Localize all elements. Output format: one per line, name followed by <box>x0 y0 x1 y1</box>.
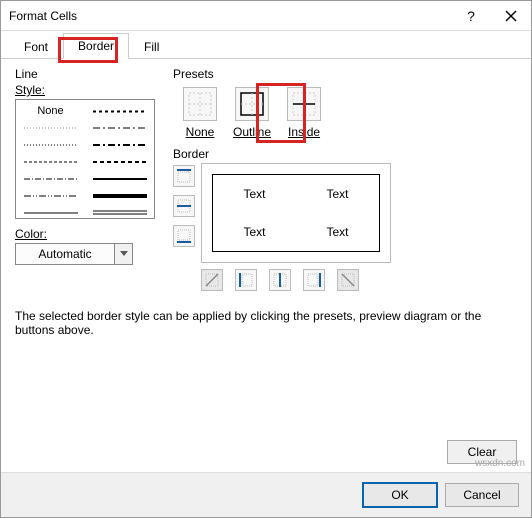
style-opt[interactable] <box>18 136 83 153</box>
style-opt[interactable] <box>87 170 152 187</box>
border-preview[interactable]: Text Text Text Text <box>201 163 391 263</box>
cancel-button[interactable]: Cancel <box>445 483 519 507</box>
color-label: Color: <box>15 227 155 241</box>
border-vmiddle-button[interactable] <box>269 269 291 291</box>
preset-inside-icon <box>292 92 316 116</box>
line-group-label: Line <box>15 67 155 81</box>
style-opt[interactable] <box>87 119 152 136</box>
format-cells-dialog: Format Cells ? Font Border Fill Line Sty… <box>0 0 532 518</box>
preset-none-button[interactable] <box>183 87 217 121</box>
side-border-buttons <box>173 163 195 263</box>
border-top-button[interactable] <box>173 165 195 187</box>
dialog-buttons: OK Cancel <box>1 472 531 517</box>
style-opt[interactable] <box>87 204 152 221</box>
border-diag-down-button[interactable] <box>337 269 359 291</box>
preset-inside: Inside <box>287 87 321 139</box>
style-opt[interactable] <box>18 153 83 170</box>
color-select[interactable]: Automatic <box>15 243 133 265</box>
preset-outline: Outline <box>233 87 271 139</box>
chevron-down-icon <box>114 244 132 264</box>
style-opt[interactable] <box>87 187 152 204</box>
preview-cell: Text <box>296 213 379 251</box>
preset-outline-icon <box>240 92 264 116</box>
tab-border[interactable]: Border <box>63 33 129 59</box>
tabs: Font Border Fill <box>1 31 531 59</box>
preset-outline-label: Outline <box>233 125 271 139</box>
style-opt[interactable] <box>18 187 83 204</box>
style-none[interactable]: None <box>18 102 83 119</box>
window-title: Format Cells <box>1 9 451 23</box>
close-button[interactable] <box>491 1 531 31</box>
border-bottom-button[interactable] <box>173 225 195 247</box>
right-pane: Presets None Outline <box>173 67 517 291</box>
preview-cell: Text <box>213 213 296 251</box>
line-group: Line Style: None <box>15 67 155 291</box>
presets-row: None Outline Inside <box>173 83 517 147</box>
description-text: The selected border style can be applied… <box>15 309 517 337</box>
ok-button[interactable]: OK <box>363 483 437 507</box>
style-picker[interactable]: None <box>15 99 155 219</box>
border-hmiddle-button[interactable] <box>173 195 195 217</box>
preview-cell: Text <box>213 175 296 213</box>
tab-fill[interactable]: Fill <box>129 34 174 59</box>
titlebar: Format Cells ? <box>1 1 531 31</box>
preview-cell: Text <box>296 175 379 213</box>
preset-inside-label: Inside <box>288 125 320 139</box>
border-group-label: Border <box>173 147 517 161</box>
border-right-button[interactable] <box>303 269 325 291</box>
color-value: Automatic <box>16 244 114 264</box>
tab-font[interactable]: Font <box>9 34 63 59</box>
style-opt[interactable] <box>18 204 83 221</box>
preset-none-label: None <box>186 125 215 139</box>
preset-inside-button[interactable] <box>287 87 321 121</box>
close-icon <box>505 10 517 22</box>
style-opt[interactable] <box>18 119 83 136</box>
style-opt[interactable] <box>87 136 152 153</box>
presets-group-label: Presets <box>173 67 517 81</box>
style-opt[interactable] <box>87 102 152 119</box>
style-opt[interactable] <box>18 170 83 187</box>
tab-content: Line Style: None <box>1 59 531 472</box>
watermark: wsxdn.com <box>475 458 525 469</box>
preset-none: None <box>183 87 217 139</box>
preset-none-icon <box>188 92 212 116</box>
style-opt[interactable] <box>87 153 152 170</box>
preset-outline-button[interactable] <box>235 87 269 121</box>
border-left-button[interactable] <box>235 269 257 291</box>
style-label: Style: <box>15 83 155 97</box>
border-diag-up-button[interactable] <box>201 269 223 291</box>
help-button[interactable]: ? <box>451 1 491 31</box>
bottom-border-buttons <box>173 263 517 291</box>
